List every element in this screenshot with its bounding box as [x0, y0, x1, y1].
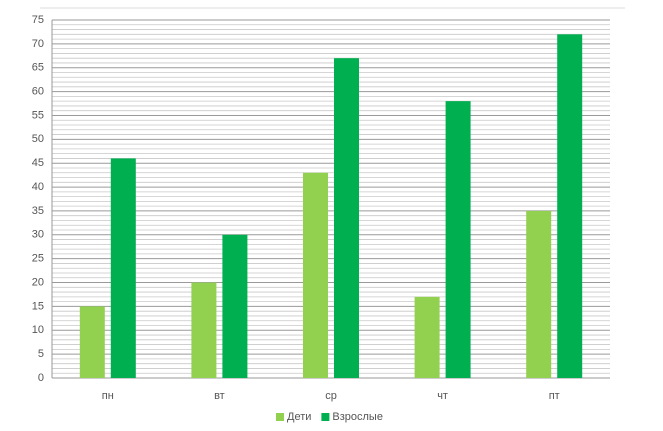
y-tick-label: 60: [32, 86, 44, 98]
y-tick-label: 0: [38, 372, 44, 384]
y-tick-label: 35: [32, 205, 44, 217]
bar: [334, 58, 359, 378]
bar: [222, 234, 248, 378]
y-tick-label: 25: [32, 253, 44, 265]
bar: [414, 296, 440, 378]
bar: [557, 34, 583, 378]
y-tick-label: 45: [32, 157, 44, 169]
y-tick-label: 15: [32, 300, 44, 312]
y-tick-label: 75: [32, 14, 44, 26]
x-tick-label: вт: [214, 390, 225, 402]
y-tick-label: 70: [32, 38, 44, 50]
y-tick-label: 55: [32, 109, 44, 121]
legend-swatch: [276, 413, 284, 421]
y-tick-label: 65: [32, 62, 44, 74]
bar: [526, 210, 552, 378]
y-tick-label: 30: [32, 229, 44, 241]
y-tick-label: 10: [32, 324, 44, 336]
y-tick-label: 40: [32, 181, 44, 193]
legend-label: Взрослые: [332, 411, 383, 423]
y-tick-label: 20: [32, 276, 44, 288]
y-tick-label: 50: [32, 133, 44, 145]
x-tick-label: ср: [325, 390, 337, 402]
x-tick-label: чт: [437, 390, 448, 402]
bar: [445, 101, 471, 378]
x-tick-label: пн: [102, 390, 114, 402]
bar: [303, 172, 328, 378]
legend-swatch: [321, 413, 330, 421]
legend-label: Дети: [287, 411, 311, 423]
y-tick-label: 5: [38, 348, 44, 360]
x-tick-label: пт: [549, 390, 560, 402]
bar: [191, 282, 217, 378]
bar: [79, 306, 105, 378]
bar: [110, 158, 136, 378]
